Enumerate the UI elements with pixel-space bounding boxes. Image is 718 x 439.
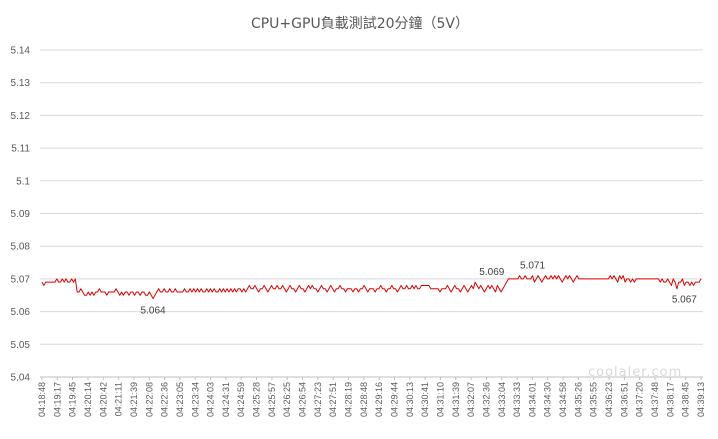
x-tick-label: 04:39:13 <box>696 382 706 417</box>
x-tick-label: 04:38:17 <box>665 382 675 417</box>
data-label: 5.069 <box>479 267 504 278</box>
y-tick-label: 5.06 <box>11 307 31 318</box>
x-tick-label: 04:22:36 <box>160 382 170 417</box>
x-tick-label: 04:34:01 <box>527 382 537 417</box>
x-tick-label: 04:19:45 <box>68 382 78 417</box>
x-tick-label: 04:21:39 <box>129 382 139 417</box>
x-tick-label: 04:32:07 <box>466 382 476 417</box>
x-tick-label: 04:31:39 <box>451 382 461 417</box>
x-tick-label: 04:24:31 <box>221 382 231 417</box>
x-tick-label: 04:19:17 <box>52 382 62 417</box>
x-tick-label: 04:33:33 <box>512 382 522 417</box>
x-tick-label: 04:35:26 <box>573 382 583 417</box>
x-tick-label: 04:24:59 <box>236 382 246 417</box>
y-tick-label: 5.09 <box>11 209 31 220</box>
x-tick-label: 04:20:42 <box>98 382 108 417</box>
y-tick-label: 5.12 <box>11 111 31 122</box>
x-tick-label: 04:26:25 <box>282 382 292 417</box>
data-label: 5.067 <box>672 295 697 306</box>
x-tick-label: 04:20:14 <box>83 382 93 417</box>
x-tick-label: 04:37:48 <box>650 382 660 417</box>
x-tick-label: 04:26:54 <box>298 382 308 417</box>
x-tick-label: 04:34:30 <box>543 382 553 417</box>
y-tick-label: 5.11 <box>11 144 30 155</box>
watermark: coolaler.com <box>588 365 682 380</box>
x-tick-label: 04:23:34 <box>190 382 200 417</box>
y-tick-label: 5.13 <box>11 78 31 89</box>
y-tick-label: 5.14 <box>11 46 31 57</box>
watermark-text: coolaler.com <box>588 365 682 380</box>
data-labels: 5.064 5.069 5.071 5.067 <box>141 261 698 317</box>
x-tick-label: 04:29:44 <box>389 382 399 417</box>
x-tick-label: 04:29:16 <box>374 382 384 417</box>
x-tick-label: 04:30:13 <box>405 382 415 417</box>
x-tick-label: 04:32:36 <box>481 382 491 417</box>
x-tick-label: 04:21:11 <box>114 382 124 416</box>
x-tick-label: 04:33:04 <box>497 382 507 417</box>
y-tick-label: 5.05 <box>11 340 31 351</box>
x-tick-label: 04:28:48 <box>359 382 369 417</box>
x-tick-label: 04:38:45 <box>681 382 691 417</box>
x-tick-label: 04:22:08 <box>144 382 154 417</box>
x-tick-label: 04:27:23 <box>313 382 323 417</box>
x-tick-label: 04:24:03 <box>206 382 216 417</box>
x-tick-label: 04:27:51 <box>328 382 338 417</box>
series-line <box>41 275 702 300</box>
data-label: 5.071 <box>520 261 545 272</box>
x-tick-label: 04:34:58 <box>558 382 568 417</box>
x-tick-label: 04:30:41 <box>420 382 430 417</box>
data-label: 5.064 <box>141 306 166 317</box>
x-tick-label: 04:31:10 <box>435 382 445 417</box>
x-tick-label: 04:37:20 <box>635 382 645 417</box>
x-tick-label: 04:35:55 <box>589 382 599 417</box>
x-tick-label: 04:23:05 <box>175 382 185 417</box>
chart-title: CPU+GPU負載測試20分鐘（5V） <box>251 15 469 32</box>
x-tick-label: 04:25:57 <box>267 382 277 417</box>
x-axis-tick-labels: 04:18:48 04:19:17 04:19:45 04:20:14 04:20:42… <box>37 377 706 417</box>
y-tick-label: 5.1 <box>16 176 30 187</box>
x-tick-label: 04:36:51 <box>619 382 629 417</box>
x-tick-label: 04:28:19 <box>344 382 354 417</box>
x-tick-label: 04:36:23 <box>604 382 614 417</box>
y-tick-label: 5.08 <box>11 242 31 253</box>
gridlines <box>40 49 703 378</box>
x-tick-label: 04:25:28 <box>252 382 262 417</box>
y-tick-label: 5.07 <box>11 274 31 285</box>
y-tick-label: 5.04 <box>11 373 31 384</box>
y-axis-tick-labels: 5.04 5.05 5.06 5.07 5.08 5.09 5.1 5.11 5.12 5.13 5… <box>11 46 31 384</box>
x-tick-label: 04:18:48 <box>37 382 47 417</box>
